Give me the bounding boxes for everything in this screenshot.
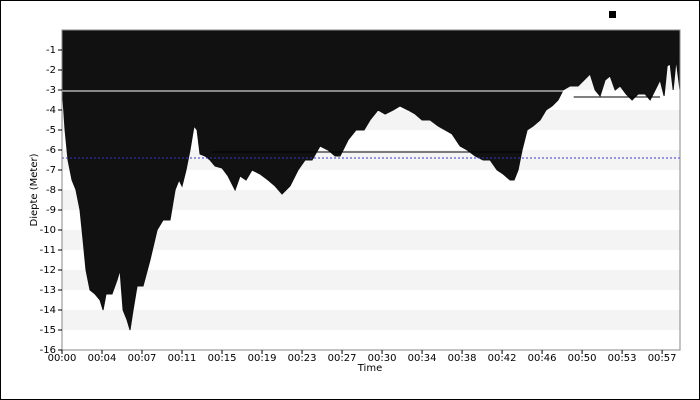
- x-tick-label: 00:38: [448, 353, 477, 364]
- y-tick-label: -7: [46, 165, 56, 176]
- x-tick-label: 00:27: [328, 353, 357, 364]
- y-tick-label: -16: [40, 345, 56, 356]
- grid-band: [62, 230, 680, 250]
- x-tick-label: 00:07: [128, 353, 157, 364]
- x-tick-label: 00:00: [48, 353, 77, 364]
- y-tick-label: -6: [46, 145, 56, 156]
- y-tick-label: -15: [40, 325, 56, 336]
- y-tick-label: -10: [40, 225, 56, 236]
- x-tick-label: 00:57: [648, 353, 677, 364]
- x-axis-label: Time: [357, 363, 382, 374]
- legend-marker: [609, 11, 616, 18]
- x-tick-label: 00:19: [248, 353, 277, 364]
- grid-band: [62, 270, 680, 290]
- y-tick-label: -2: [46, 65, 56, 76]
- x-tick-label: 00:46: [528, 353, 557, 364]
- grid-band: [62, 190, 680, 210]
- y-axis-label: Diepte (Meter): [29, 153, 40, 226]
- y-tick-label: -4: [46, 105, 56, 116]
- depth-area: [61, 29, 681, 331]
- x-tick-label: 00:04: [88, 353, 117, 364]
- y-tick-label: -12: [40, 265, 56, 276]
- y-tick-label: -9: [46, 205, 56, 216]
- y-tick-label: -11: [40, 245, 56, 256]
- x-tick-label: 00:53: [608, 353, 637, 364]
- x-tick-label: 00:34: [408, 353, 437, 364]
- x-tick-label: 00:23: [288, 353, 317, 364]
- x-tick-label: 00:11: [168, 353, 197, 364]
- y-tick-label: -14: [40, 305, 56, 316]
- y-tick-label: -13: [40, 285, 56, 296]
- y-tick-label: -5: [46, 125, 56, 136]
- plot: [61, 29, 681, 331]
- x-tick-label: 00:30: [368, 353, 397, 364]
- x-tick-label: 00:15: [208, 353, 237, 364]
- x-tick-label: 00:42: [488, 353, 517, 364]
- grid-band: [62, 310, 680, 330]
- x-tick-label: 00:50: [568, 353, 597, 364]
- y-tick-label: -8: [46, 185, 56, 196]
- y-tick-label: -1: [46, 45, 56, 56]
- y-tick-label: -3: [46, 85, 56, 96]
